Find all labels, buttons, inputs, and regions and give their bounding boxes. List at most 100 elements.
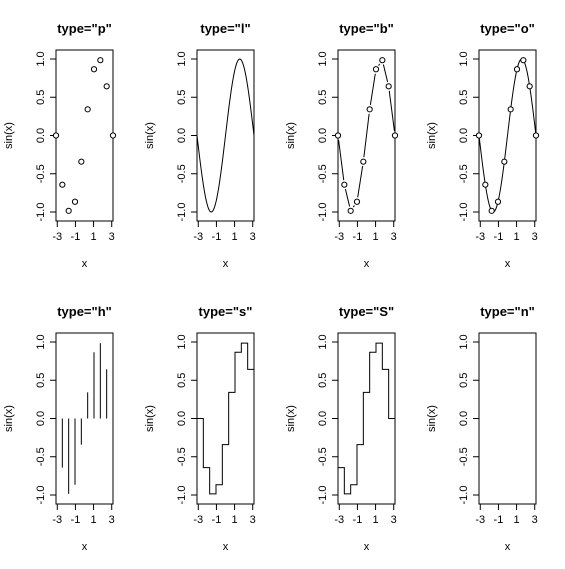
y-tick-label: -1.0 [317, 486, 329, 505]
x-tick-label: 1 [91, 231, 97, 243]
x-tick-label: 3 [532, 514, 538, 526]
x-tick-label: 3 [391, 514, 397, 526]
data-point [109, 132, 117, 139]
y-tick-label: 1.0 [458, 51, 470, 66]
y-tick-label: -0.5 [458, 164, 470, 183]
y-tick-label: 0.5 [176, 90, 188, 105]
series-segment [352, 205, 355, 208]
y-tick-label: 1.0 [176, 51, 188, 66]
data-point [341, 181, 348, 188]
y-tick-label: -1.0 [458, 486, 470, 505]
panel-title: type="h" [57, 304, 112, 319]
x-tick-label: 1 [91, 514, 97, 526]
y-axis-label: sin(x) [426, 122, 438, 149]
series-segment [369, 73, 376, 105]
plot-frame [337, 332, 396, 505]
panel-title: type="n" [480, 304, 535, 319]
data-point [372, 66, 380, 73]
y-axis-label: sin(x) [285, 405, 297, 432]
x-tick-label: -3 [52, 231, 62, 243]
y-tick-label: 0.0 [35, 128, 47, 143]
x-axis-label: x [223, 258, 229, 270]
plot-frame [55, 332, 114, 505]
y-tick-label: 0.0 [317, 128, 329, 143]
plot-frame [55, 49, 114, 222]
x-axis-label: x [364, 258, 370, 270]
data-point [494, 198, 502, 205]
data-point [532, 132, 540, 139]
plot-frame [196, 332, 255, 505]
data-point [482, 181, 489, 188]
x-tick-label: -3 [193, 514, 203, 526]
x-tick-label: -1 [353, 231, 363, 243]
x-tick-label: 1 [373, 514, 379, 526]
x-axis-label: x [82, 541, 88, 553]
y-tick-label: 0.5 [458, 90, 470, 105]
step-line [337, 342, 395, 495]
data-point [97, 57, 104, 64]
x-tick-label: -3 [475, 231, 485, 243]
series-segment [388, 90, 395, 132]
data-point [78, 158, 85, 165]
x-tick-label: 3 [391, 231, 397, 243]
y-tick-label: 0.0 [176, 128, 188, 143]
y-tick-label: -0.5 [317, 164, 329, 183]
y-tick-label: 0.5 [35, 373, 47, 388]
panel-S: type="S" -3 -1 1 3 x -1.0 -0.5 0.0 0.5 1.0 sin(x) [285, 304, 397, 553]
series-segment [378, 63, 381, 66]
y-axis-label: sin(x) [3, 122, 15, 149]
y-tick-label: 0.5 [176, 373, 188, 388]
x-axis-label: x [223, 541, 229, 553]
data-point [52, 132, 60, 139]
data-point [507, 106, 514, 113]
x-tick-label: -1 [71, 514, 81, 526]
data-point [65, 207, 72, 214]
data-point [84, 106, 91, 113]
panel-title: type="s" [199, 304, 253, 319]
y-axis-label: sin(x) [144, 122, 156, 149]
x-tick-label: 1 [514, 231, 520, 243]
y-tick-label: -0.5 [35, 164, 47, 183]
y-tick-label: -1.0 [176, 486, 188, 505]
x-tick-label: -3 [334, 231, 344, 243]
data-point [90, 66, 98, 73]
panel-title: type="S" [339, 304, 394, 319]
y-tick-label: 0.5 [317, 90, 329, 105]
data-point [366, 106, 373, 113]
x-tick-label: 3 [109, 231, 115, 243]
y-tick-label: 1.0 [35, 334, 47, 349]
y-tick-label: 0.0 [176, 411, 188, 426]
y-tick-label: 1.0 [35, 51, 47, 66]
y-tick-label: -0.5 [176, 164, 188, 183]
panel-n: type="n" -3 -1 1 3 x -1.0 -0.5 0.0 0.5 1.0 sin(x) [426, 304, 538, 553]
panel-s: type="s" -3 -1 1 3 x -1.0 -0.5 0.0 0.5 1.0 sin(x) [144, 304, 256, 553]
y-tick-label: 0.0 [317, 411, 329, 426]
panel-o: type="o" -3 -1 1 3 x -1.0 -0.5 0.0 0.5 1.0 sin(x) [426, 21, 540, 270]
x-tick-label: -3 [52, 514, 62, 526]
data-point [71, 198, 79, 205]
x-tick-label: 1 [373, 231, 379, 243]
x-tick-label: 3 [250, 231, 256, 243]
step-line [197, 342, 255, 495]
x-axis-label: x [364, 541, 370, 553]
y-tick-label: 1.0 [176, 334, 188, 349]
y-tick-label: 1.0 [317, 51, 329, 66]
data-point [59, 181, 66, 188]
data-point [379, 57, 386, 64]
series-line [478, 58, 537, 213]
y-tick-label: -1.0 [176, 203, 188, 222]
x-tick-label: 1 [514, 514, 520, 526]
data-point [334, 132, 342, 139]
y-axis-label: sin(x) [426, 405, 438, 432]
data-point [347, 207, 354, 214]
x-axis-label: x [505, 541, 511, 553]
y-axis-label: sin(x) [3, 405, 15, 432]
x-tick-label: 1 [232, 514, 238, 526]
series-segment [363, 113, 370, 158]
x-tick-label: -3 [334, 514, 344, 526]
series-segment [344, 188, 351, 207]
y-tick-label: 0.5 [35, 90, 47, 105]
y-axis-label: sin(x) [144, 405, 156, 432]
y-tick-label: 1.0 [458, 334, 470, 349]
